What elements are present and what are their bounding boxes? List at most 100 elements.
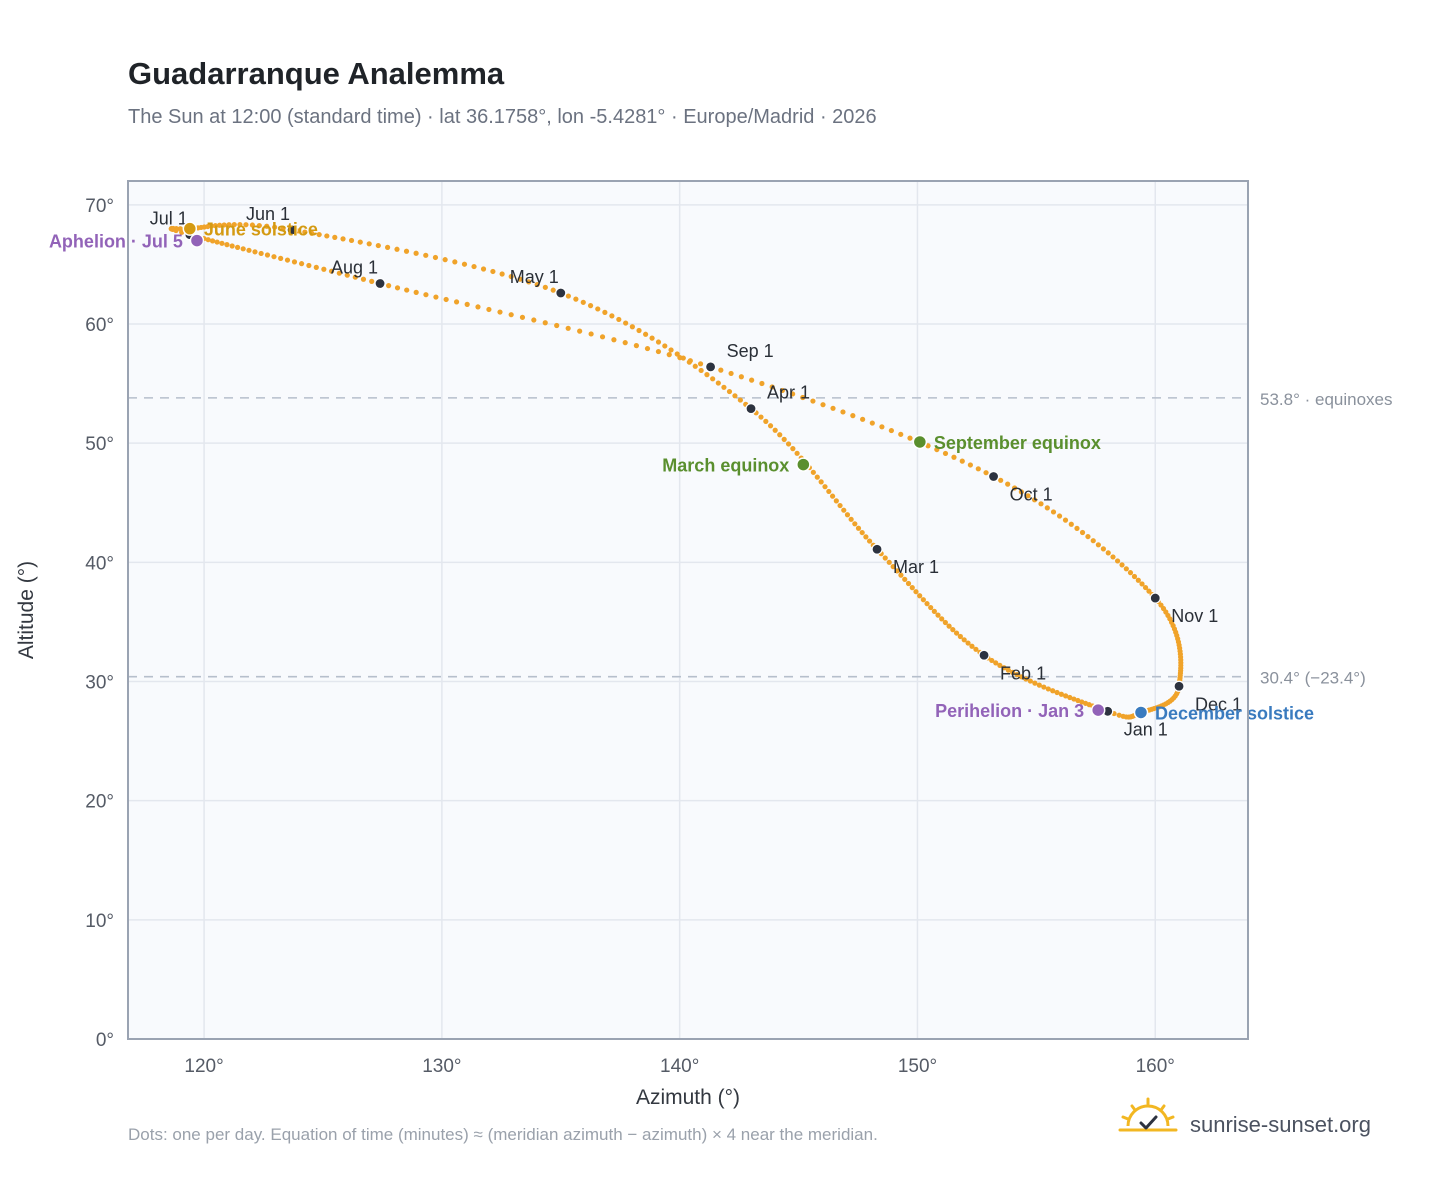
chart-subtitle: The Sun at 12:00 (standard time) · lat 3… [128, 106, 877, 128]
daily-dot [264, 252, 271, 258]
daily-dot [810, 398, 816, 404]
daily-dot [480, 266, 487, 272]
daily-dot [309, 230, 315, 236]
x-tick-label: 120° [184, 1056, 223, 1077]
daily-dot [224, 242, 230, 248]
daily-dot [1025, 493, 1031, 499]
daily-dot [898, 431, 904, 437]
daily-dot [833, 498, 839, 504]
daily-dot [423, 292, 429, 298]
y-tick-label: 10° [85, 911, 114, 932]
daily-dot [1027, 678, 1033, 684]
daily-dot [1014, 672, 1020, 678]
daily-dot [644, 345, 651, 352]
daily-dot [905, 580, 912, 587]
footnote: Dots: one per day. Equation of time (min… [128, 1125, 878, 1144]
daily-dot [332, 234, 338, 240]
daily-dot [432, 254, 439, 261]
daily-dot [1050, 509, 1057, 515]
daily-dot [1010, 669, 1016, 675]
daily-dot [443, 296, 449, 303]
daily-dot [595, 306, 601, 312]
daily-dot [967, 462, 973, 468]
daily-dot [715, 380, 721, 386]
daily-dot [264, 223, 270, 229]
daily-dot [554, 322, 560, 329]
daily-dot [848, 516, 854, 522]
daily-dot [829, 493, 836, 499]
month-label: Jul 1 [150, 209, 188, 229]
daily-dot [763, 418, 769, 424]
daily-dot [830, 405, 836, 411]
daily-dot [814, 474, 820, 480]
daily-dot [668, 347, 674, 353]
daily-dot [526, 279, 532, 285]
daily-dot [1075, 697, 1081, 704]
daily-dot [1123, 566, 1129, 572]
daily-dot [1079, 529, 1086, 536]
month-dot [987, 470, 1000, 483]
daily-dot [852, 521, 858, 527]
event-label: Perihelion · Jan 3 [935, 701, 1084, 721]
daily-dot [413, 250, 419, 256]
daily-dot [698, 367, 704, 374]
daily-dot [794, 450, 800, 456]
daily-dot [1114, 558, 1121, 564]
daily-dot [1139, 581, 1145, 587]
month-markers: Jan 1 Feb 1 Mar 1 Apr 1 May 1 Jun 1 Jul 1 Aug 1… [150, 204, 1242, 739]
daily-dot [850, 413, 856, 419]
daily-dot [531, 317, 537, 323]
daily-dot [1120, 713, 1126, 719]
daily-dot [404, 287, 410, 293]
daily-dot [704, 372, 710, 378]
daily-dot [697, 361, 704, 367]
event-label: September equinox [934, 433, 1101, 453]
daily-dot [759, 380, 765, 387]
daily-dot [221, 222, 227, 228]
daily-dot [643, 331, 649, 337]
daily-dot [234, 244, 241, 250]
daily-dot [611, 337, 617, 343]
month-label: May 1 [510, 267, 559, 287]
daily-dot [1018, 674, 1025, 680]
daily-dot [352, 274, 358, 280]
daily-dot [616, 316, 622, 323]
daily-dot [565, 293, 571, 299]
daily-dot [1058, 691, 1064, 697]
event-dot [189, 233, 205, 248]
x-tick-label: 140° [660, 1056, 699, 1077]
daily-dot [738, 374, 744, 380]
month-dot [1149, 592, 1161, 604]
daily-dot [1110, 554, 1116, 560]
daily-dot [1071, 696, 1077, 702]
daily-dot [975, 466, 981, 472]
daily-dot [822, 484, 828, 490]
daily-dot [490, 268, 496, 275]
y-tick-label: 50° [85, 434, 114, 455]
reference-lines: 53.8° · equinoxes 30.4° (−23.4°) [128, 390, 1393, 688]
daily-dot [1116, 712, 1122, 718]
daily-dot [898, 572, 904, 578]
x-axis-label: Azimuth (°) [636, 1086, 740, 1109]
daily-dot [1146, 588, 1152, 594]
daily-dot [464, 301, 470, 307]
daily-dot [983, 470, 989, 476]
daily-dot [692, 363, 698, 369]
event-label: March equinox [662, 456, 789, 476]
daily-dot [841, 507, 847, 513]
daily-dot [375, 242, 381, 249]
daily-dot [1105, 550, 1111, 556]
brand-logo[interactable]: sunrise-sunset.org [1118, 1097, 1371, 1137]
y-tick-label: 60° [85, 315, 114, 336]
event-label: June solstice [204, 220, 318, 240]
daily-dot [442, 257, 448, 263]
daily-dot [934, 446, 940, 453]
daily-dot [475, 304, 481, 310]
daily-dot [840, 409, 846, 415]
chart-title: Guadarranque Analemma [128, 56, 505, 91]
daily-dot [1050, 688, 1056, 694]
daily-dot [837, 502, 843, 509]
daily-dot [882, 555, 888, 561]
daily-dot [340, 236, 346, 242]
daily-dot [587, 303, 594, 309]
